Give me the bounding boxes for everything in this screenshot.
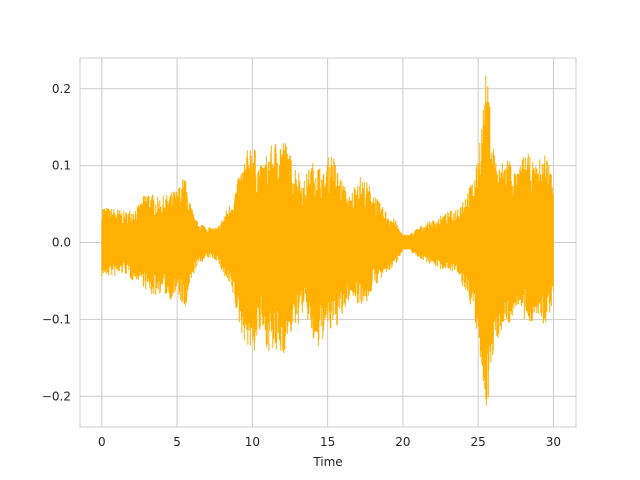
plot-frame	[79, 57, 577, 428]
x-tick-label: 30	[546, 435, 561, 449]
x-tick-label: 5	[173, 435, 181, 449]
y-tick-label: 0.1	[52, 159, 71, 173]
y-tick-label: 0.2	[52, 82, 71, 96]
y-tick-label: 0.0	[52, 236, 71, 250]
x-tick-labels: 0 5 10 15 20 25 30	[98, 435, 561, 449]
y-tick-label: −0.1	[42, 312, 71, 326]
y-tick-labels: 0.2 0.1 0.0 −0.1 −0.2	[42, 82, 71, 404]
plot-area	[101, 75, 554, 406]
x-tick-label: 25	[471, 435, 486, 449]
x-tick-label: 10	[245, 435, 260, 449]
x-axis-label: Time	[312, 455, 342, 469]
x-tick-label: 20	[395, 435, 410, 449]
y-tick-label: −0.2	[42, 389, 71, 403]
x-tick-label: 0	[98, 435, 106, 449]
waveform-series	[101, 75, 554, 406]
x-tick-label: 15	[320, 435, 335, 449]
